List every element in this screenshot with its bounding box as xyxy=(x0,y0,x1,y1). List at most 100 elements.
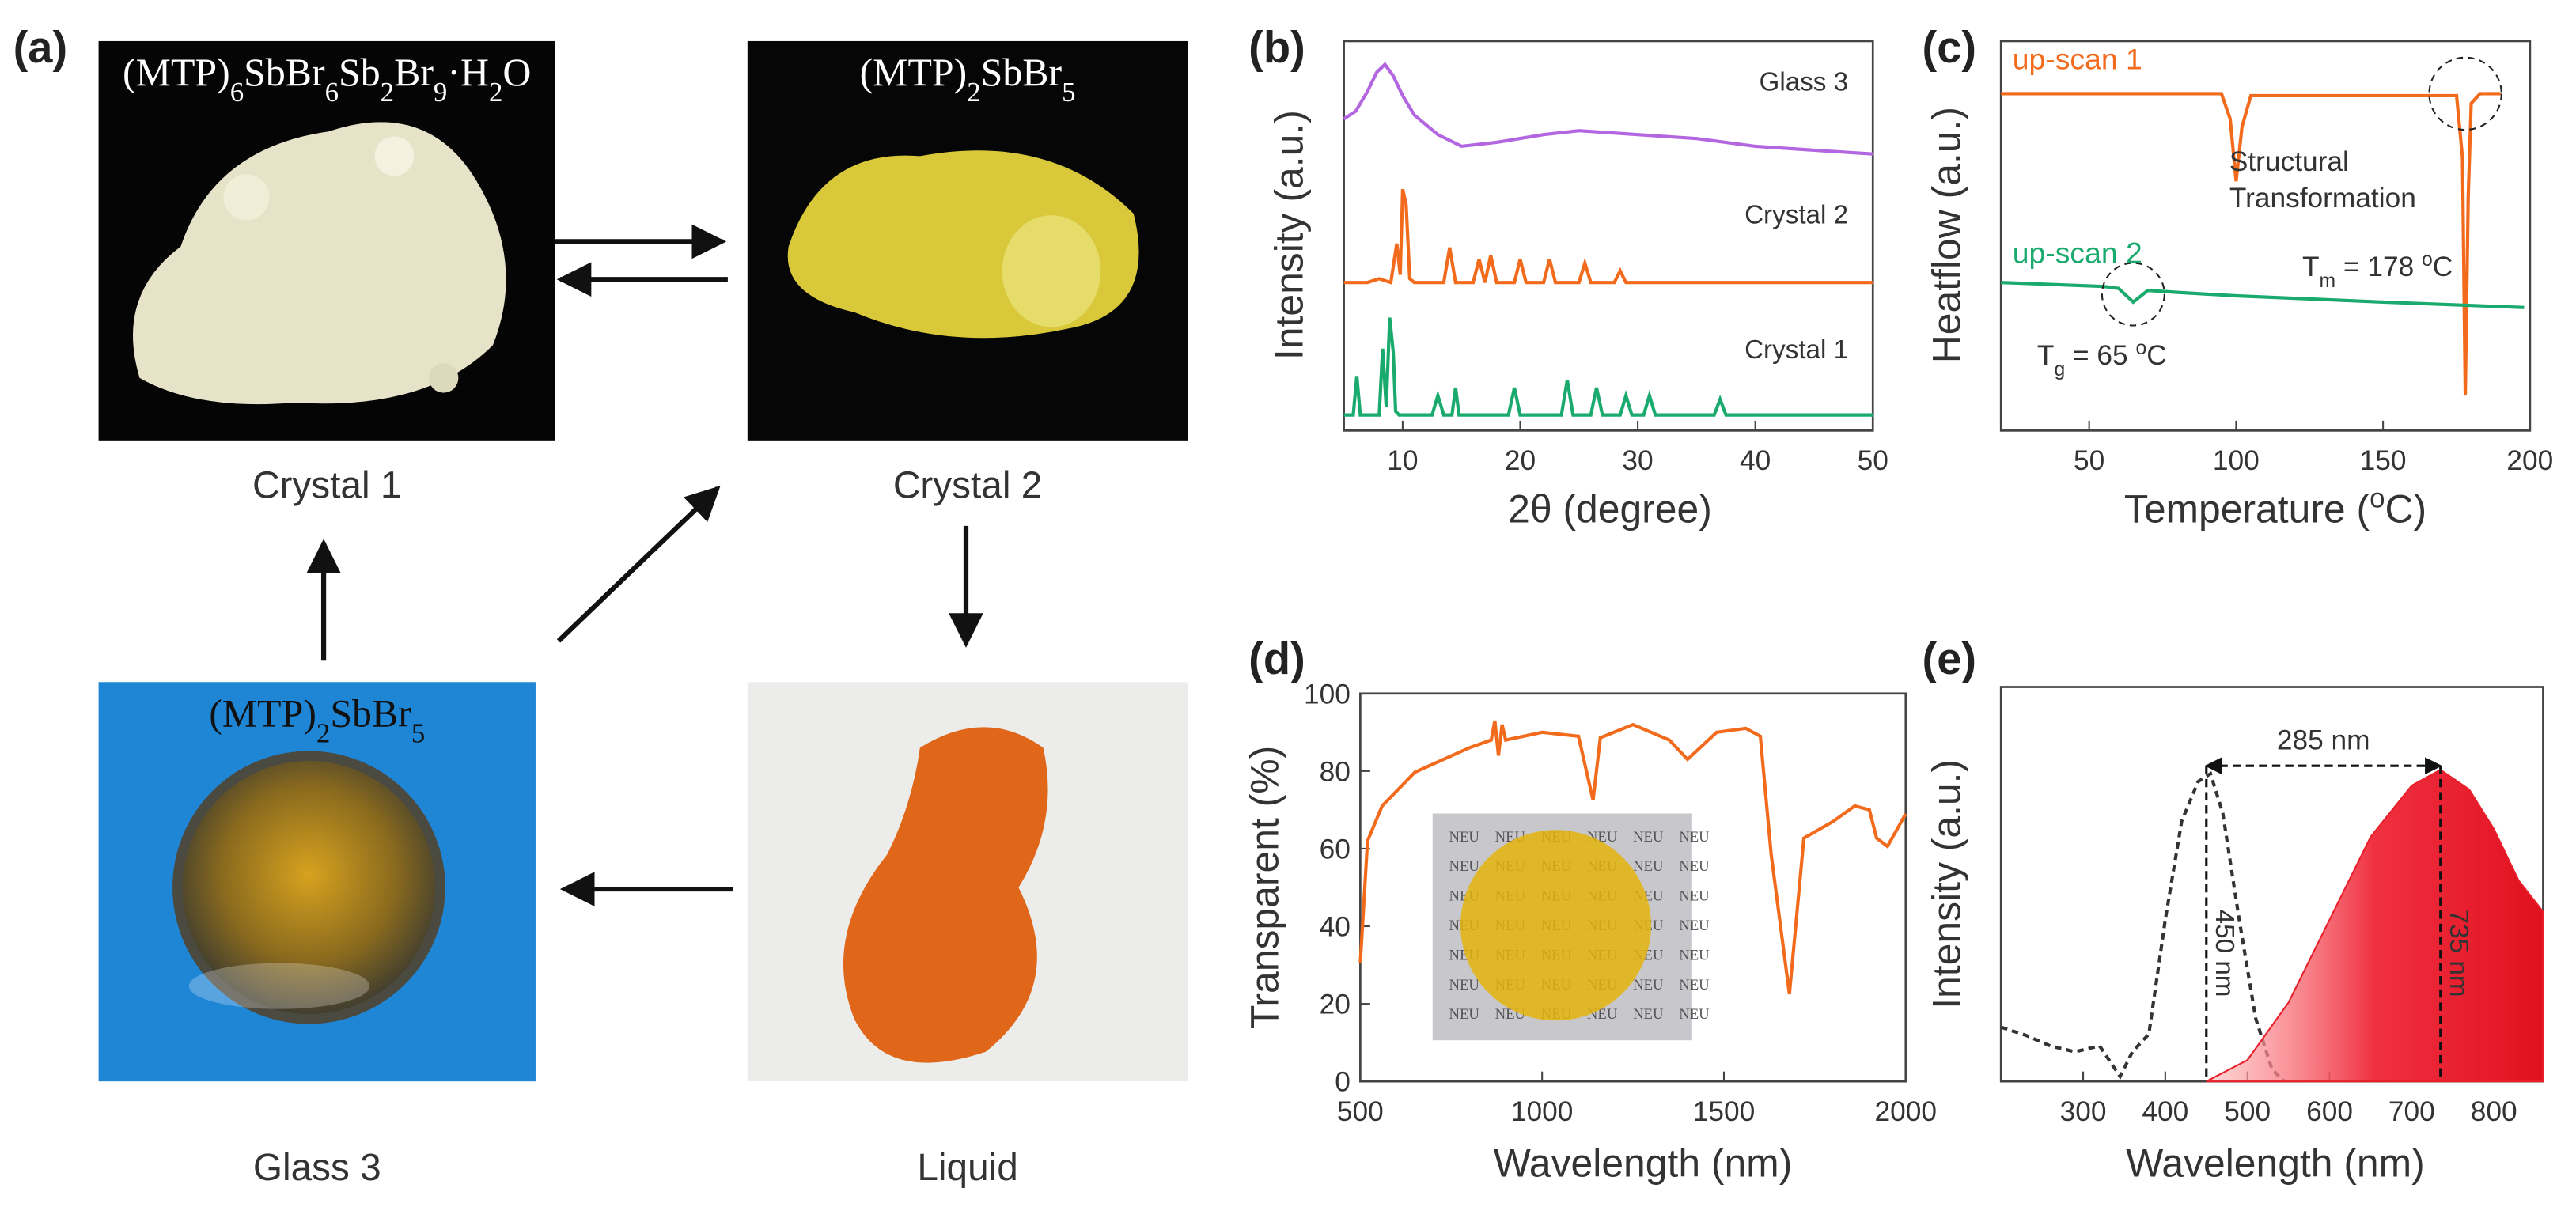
photo-caption: Crystal 2 xyxy=(893,465,1042,507)
text-part: (MTP) xyxy=(860,51,968,94)
text-part: g xyxy=(2054,359,2065,380)
y-tick-label: 80 xyxy=(1320,756,1351,787)
x-tick-label: 1000 xyxy=(1511,1096,1574,1127)
text-part: (MTP) xyxy=(209,691,316,735)
text-part: T xyxy=(2037,340,2055,371)
inset-text: NEU xyxy=(1679,1006,1710,1023)
x-tick-label: 800 xyxy=(2471,1096,2517,1127)
highlight-circle xyxy=(2101,262,2165,327)
photo-crystal-1 xyxy=(98,40,555,441)
x-tick-label: 500 xyxy=(2224,1096,2271,1127)
text-part: 6 xyxy=(325,77,339,108)
text-part: SbBr xyxy=(330,691,411,735)
line xyxy=(1343,317,1873,417)
panel-label: (c) xyxy=(1923,22,1977,72)
text-part: 6 xyxy=(230,77,244,108)
x-tick-label: 150 xyxy=(2360,445,2407,476)
y-axis-label: Intensity (a.u.) xyxy=(1267,110,1312,360)
text-part: C) xyxy=(2385,487,2426,532)
text-part: (MTP) xyxy=(123,51,230,94)
line xyxy=(2001,92,2501,396)
chart: 10 20 30 40 50 Glass 3 Crystal 2 Crystal 1 xyxy=(1343,40,1888,476)
text-part: Temperature ( xyxy=(2124,487,2370,532)
photo-formula: (MTP)2SbBr5 xyxy=(209,691,425,748)
photo-glass-3 xyxy=(98,682,536,1082)
text-part: o xyxy=(2422,249,2433,271)
series-label: Glass 3 xyxy=(1760,67,1849,96)
series-label: up-scan 2 xyxy=(2013,236,2142,269)
photo-caption: Liquid xyxy=(917,1147,1017,1189)
x-axis-label: 2θ (degree) xyxy=(1508,487,1712,532)
inset-text: NEU xyxy=(1449,977,1480,993)
y-tick-label: 20 xyxy=(1320,990,1351,1020)
text-part: 2 xyxy=(967,77,980,108)
line xyxy=(1358,720,1907,995)
photo-liquid xyxy=(747,682,1188,1082)
line xyxy=(2001,281,2525,309)
x-tick-label: 40 xyxy=(1740,445,1771,476)
marker-label: 450 nm xyxy=(2210,910,2239,997)
photo-formula: (MTP)6SbBr6Sb2Br9·H2O xyxy=(123,51,531,108)
text-part: m xyxy=(2320,271,2336,292)
y-tick-label: 100 xyxy=(1304,679,1351,709)
inset-text: NEU xyxy=(1679,977,1710,993)
series-label: Crystal 1 xyxy=(1744,335,1848,365)
x-tick-label: 600 xyxy=(2306,1096,2353,1127)
plot-frame xyxy=(1999,40,2532,432)
x-tick-label: 10 xyxy=(1387,445,1418,476)
inset-text: NEU xyxy=(1449,858,1480,875)
photo-formula: (MTP)2SbBr5 xyxy=(860,51,1076,108)
line xyxy=(1343,188,1873,285)
y-axis-label: Intensity (a.u.) xyxy=(1924,759,1968,1009)
inset-text: NEU xyxy=(1679,947,1710,963)
panel-label: (b) xyxy=(1248,22,1305,72)
y-tick-label: 40 xyxy=(1320,911,1351,942)
inset-text: NEU xyxy=(1449,1006,1480,1023)
text-part: 2 xyxy=(489,77,502,108)
photo-caption: Glass 3 xyxy=(253,1147,381,1189)
chart: 300 400 500 600 700 800 450 nm 735 nm 285 nm xyxy=(1999,686,2544,1127)
y-axis-label: Transparent (%) xyxy=(1243,746,1287,1029)
plot-frame xyxy=(1343,40,1874,432)
photo-caption: Crystal 1 xyxy=(252,465,401,507)
annotation: Structural xyxy=(2229,146,2349,177)
x-axis-label: Wavelength (nm) xyxy=(1494,1141,1793,1186)
text-part: ·H xyxy=(447,51,489,94)
x-tick-label: 20 xyxy=(1505,445,1536,476)
panel-label: (d) xyxy=(1248,634,1305,683)
series-label: up-scan 1 xyxy=(2013,42,2142,75)
text-part: C xyxy=(2433,252,2453,282)
chart: 50 100 150 200 up-scan 1 up-scan 2 xyxy=(1999,40,2553,476)
inset-text: NEU xyxy=(1449,829,1480,846)
text-part: o xyxy=(2370,482,2385,513)
inset-text: NEU xyxy=(1633,977,1664,993)
x-tick-label: 400 xyxy=(2142,1096,2188,1127)
text-part: = 65 xyxy=(2065,340,2135,371)
text-part: 2 xyxy=(316,717,330,748)
x-tick-label: 200 xyxy=(2506,445,2553,476)
photo-crystal-2 xyxy=(747,40,1188,441)
x-tick-label: 100 xyxy=(2213,445,2260,476)
chart: 500 1000 1500 2000 0 20 40 60 80 100 xyxy=(1304,679,1937,1127)
text-part: SbBr xyxy=(244,51,325,94)
x-axis-label: Wavelength (nm) xyxy=(2126,1141,2425,1186)
highlight-circle xyxy=(2428,56,2502,131)
text-part: T xyxy=(2302,252,2320,282)
text-part: O xyxy=(502,51,531,94)
inset-text: NEU xyxy=(1633,1006,1664,1023)
text-part: 5 xyxy=(1062,77,1075,108)
text-part: Sb xyxy=(339,51,381,94)
line xyxy=(2000,770,2286,1083)
text-part: 2 xyxy=(381,77,394,108)
x-tick-label: 50 xyxy=(1858,445,1888,476)
plot-frame xyxy=(1359,692,1907,1083)
text-part: Br xyxy=(394,51,434,94)
inset-text: NEU xyxy=(1633,858,1664,875)
inset-text: NEU xyxy=(1679,888,1710,905)
text-part: 9 xyxy=(434,77,447,108)
text-part: = 178 xyxy=(2335,252,2422,282)
inset-text: NEU xyxy=(1633,829,1664,846)
annotation: Tg = 65 oC xyxy=(2037,338,2167,380)
